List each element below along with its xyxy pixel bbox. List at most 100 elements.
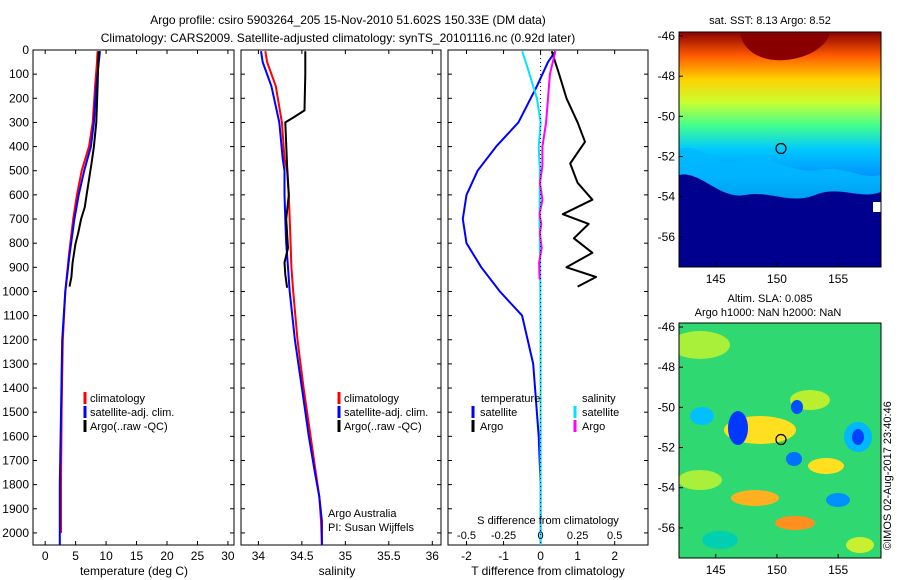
legend-label-s-argo: Argo	[582, 421, 605, 433]
sla-anomaly	[852, 429, 864, 445]
sla-map-title: Altim. SLA: 0.085	[728, 293, 813, 305]
legend-label-argo: Argo(..raw -QC)	[344, 421, 422, 433]
series-line-satellite	[521, 50, 542, 545]
x-tick-label: 34.5	[290, 549, 314, 563]
temperature-panel-frame	[32, 49, 235, 546]
sla-anomaly	[808, 458, 844, 474]
lon-tick-label: 145	[706, 563, 726, 577]
figure-title-line1: Argo profile: csiro 5903264_205 15-Nov-2…	[150, 13, 546, 27]
series-line-argo-raw-qc-	[68, 51, 100, 287]
legend-label-climatology: climatology	[90, 393, 146, 405]
x-tick-label: 0	[537, 549, 544, 563]
sla-map-frame	[678, 322, 882, 559]
sst-cold-water-region	[679, 174, 881, 267]
sla-heatmap	[679, 323, 881, 558]
lon-tick-label: 155	[828, 272, 848, 286]
difference-legend: temperature salinity satellite Argo sate…	[471, 393, 619, 433]
sla-anomaly	[786, 452, 802, 466]
lat-tick-label: -50	[658, 400, 676, 414]
depth-tick-label: 2000	[2, 526, 29, 540]
depth-tick-label: 100	[9, 67, 29, 81]
series-line-satellite	[461, 50, 557, 545]
x-tick-label: 0	[42, 549, 49, 563]
sst-heatmap	[679, 32, 881, 267]
x-tick-label: 30	[221, 549, 235, 563]
lat-tick-label: -46	[658, 320, 676, 334]
depth-tick-label: 1700	[2, 453, 29, 467]
sst-front-band	[679, 147, 881, 199]
sst-map-frame	[678, 31, 882, 268]
sla-map-subtitle: Argo h1000: NaN h2000: NaN	[695, 307, 842, 319]
lat-tick-label: -52	[658, 441, 676, 455]
lon-tick-label: 150	[767, 272, 787, 286]
legend-label-argo: Argo(..raw -QC)	[90, 421, 168, 433]
x-tick-label: -1	[498, 549, 509, 563]
sst-map-title: sat. SST: 8.13 Argo: 8.52	[709, 15, 831, 27]
series-line-climatology	[264, 51, 323, 546]
depth-tick-label: 800	[9, 236, 29, 250]
x-tick-label: 1	[574, 549, 581, 563]
figure-title-line2: Climatology: CARS2009. Satellite-adjuste…	[101, 31, 575, 45]
x-tick-label: 15	[130, 549, 144, 563]
depth-tick-label: 700	[9, 212, 29, 226]
sla-anomaly	[679, 331, 730, 359]
depth-tick-label: 1600	[2, 429, 29, 443]
sla-anomaly	[690, 407, 714, 425]
series-line-satellite-adj-clim-	[260, 51, 323, 545]
depth-tick-label: 1800	[2, 478, 29, 492]
depth-tick-label: 0	[22, 43, 29, 57]
legend-label-satellite: satellite-adj. clim.	[344, 407, 428, 419]
sla-anomaly	[791, 400, 803, 414]
s-difference-tick-label: -0.25	[491, 530, 516, 542]
t-difference-axis-label: T difference from climatology	[471, 564, 625, 578]
s-difference-axis-label: S difference from climatology	[477, 515, 619, 527]
annotation-argo-australia: Argo Australia	[328, 508, 397, 520]
lat-tick-label: -48	[658, 69, 676, 83]
legend-header-salinity: salinity	[582, 393, 616, 405]
x-tick-label: 36	[426, 549, 440, 563]
x-tick-label: 35	[339, 549, 353, 563]
salinity-panel-frame	[240, 49, 442, 546]
lat-tick-label: -50	[658, 109, 676, 123]
imos-credit: ©IMOS 02-Aug-2017 23:40:46	[882, 401, 894, 550]
x-tick-label: 34	[252, 549, 266, 563]
depth-tick-label: 1900	[2, 502, 29, 516]
depth-tick-label: 200	[9, 91, 29, 105]
legend-label-satellite: satellite-adj. clim.	[90, 407, 174, 419]
depth-tick-label: 1200	[2, 333, 29, 347]
legend-header-temperature: temperature	[481, 393, 540, 405]
depth-tick-label: 1500	[2, 405, 29, 419]
depth-tick-label: 400	[9, 140, 29, 154]
argo-float-position-marker	[775, 433, 787, 446]
lon-tick-label: 155	[828, 563, 848, 577]
x-tick-label: 25	[191, 549, 205, 563]
x-tick-label: 20	[160, 549, 174, 563]
difference-panel-frame	[447, 49, 649, 546]
x-tick-label: 10	[99, 549, 113, 563]
depth-tick-label: 1100	[3, 309, 29, 323]
sla-anomaly	[702, 531, 738, 549]
x-tick-label: 5	[72, 549, 79, 563]
legend-label-t-satellite: satellite	[480, 407, 517, 419]
series-line-argo-raw-qc-	[283, 51, 307, 288]
sla-anomaly	[846, 537, 874, 553]
salinity-axis-label: salinity	[319, 564, 356, 578]
sla-anomaly	[679, 470, 722, 490]
temperature-axis-label: temperature (deg C)	[80, 564, 188, 578]
x-tick-label: 2	[611, 549, 618, 563]
s-difference-tick-label: 0	[538, 530, 544, 542]
sla-anomaly	[731, 490, 779, 506]
series-line-satellite-adj-clim-	[58, 51, 101, 545]
lon-tick-label: 145	[706, 272, 726, 286]
salinity-legend: climatology satellite-adj. clim. Argo(..…	[337, 392, 428, 433]
temperature-legend: climatology satellite-adj. clim. Argo(..…	[83, 392, 174, 433]
annotation-pi: PI: Susan Wijffels	[328, 522, 414, 534]
depth-tick-label: 500	[9, 164, 29, 178]
sla-anomaly	[775, 516, 815, 530]
lat-tick-label: -46	[658, 29, 676, 43]
series-line-argo	[538, 50, 557, 280]
depth-tick-label: 600	[9, 188, 29, 202]
depth-tick-label: 1300	[2, 357, 29, 371]
lon-tick-label: 150	[767, 563, 787, 577]
